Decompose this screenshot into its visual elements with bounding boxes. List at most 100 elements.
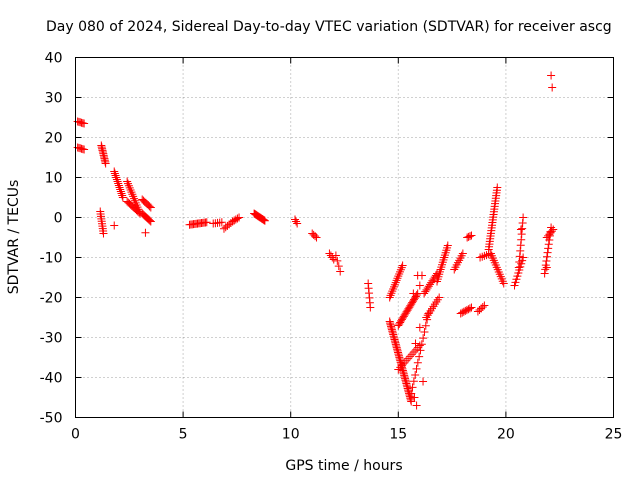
data-point (458, 249, 467, 258)
data-point (145, 216, 154, 225)
data-point (391, 278, 400, 287)
data-point (123, 177, 132, 186)
data-point (115, 183, 124, 192)
data-point (291, 215, 300, 224)
data-point (144, 215, 153, 224)
y-axis-label: SDTVAR / TECUs (6, 180, 22, 295)
data-point (478, 303, 487, 311)
data-point (118, 193, 127, 202)
data-point (482, 251, 491, 260)
data-point (541, 265, 550, 274)
data-point (544, 244, 553, 253)
data-point (124, 179, 133, 188)
data-point (260, 216, 269, 225)
data-point (393, 274, 402, 283)
data-point (396, 265, 405, 274)
data-point (114, 179, 123, 188)
plot-frame (75, 57, 614, 418)
data-point (417, 271, 426, 280)
data-point (259, 215, 268, 224)
y-tick-label: -50 (40, 411, 63, 427)
data-point (126, 186, 135, 195)
data-point (110, 169, 119, 178)
data-point (417, 340, 426, 349)
data-point (411, 371, 420, 380)
data-point (415, 281, 424, 290)
data-point (421, 321, 430, 330)
data-point (80, 145, 89, 154)
y-tick-label: -20 (40, 291, 63, 307)
x-axis-label: GPS time / hours (285, 458, 402, 474)
data-point (128, 190, 137, 199)
x-tick-label: 25 (605, 427, 623, 443)
chart-title: Day 080 of 2024, Sidereal Day-to-day VTE… (46, 19, 612, 35)
data-point (110, 221, 119, 230)
data-point (331, 251, 340, 260)
data-point (409, 289, 418, 298)
data-point (386, 291, 395, 300)
data-point (542, 252, 551, 261)
x-tick-label: 20 (497, 427, 515, 443)
data-point (116, 185, 125, 194)
data-point (395, 270, 404, 279)
data-point (336, 267, 345, 276)
data-point (407, 397, 416, 406)
data-point (202, 218, 211, 227)
data-point (396, 267, 405, 276)
data-point (124, 181, 133, 190)
data-point (493, 183, 502, 192)
data-point (412, 401, 421, 410)
data-point (499, 279, 508, 288)
data-point (130, 196, 139, 205)
data-point (466, 232, 475, 241)
data-point (235, 213, 244, 222)
data-point (543, 248, 552, 257)
x-tick-label: 0 (71, 427, 80, 443)
data-point (443, 241, 452, 250)
data-point (420, 327, 429, 336)
data-point (329, 255, 338, 264)
data-point (112, 173, 121, 182)
data-point (390, 280, 399, 289)
data-point (312, 233, 321, 242)
x-tick-label: 10 (282, 427, 300, 443)
data-point (145, 202, 154, 211)
data-point (542, 263, 551, 272)
data-point (112, 175, 121, 184)
data-point (129, 192, 138, 201)
data-point (388, 287, 397, 296)
data-point (118, 191, 127, 200)
y-tick-label: 40 (45, 51, 63, 67)
data-point (389, 284, 398, 293)
data-point (412, 291, 421, 300)
data-point (398, 261, 407, 270)
data-point (413, 358, 422, 367)
data-point (411, 339, 420, 348)
data-point (412, 364, 421, 373)
data-point (146, 203, 155, 212)
data-point (415, 323, 424, 332)
data-point (415, 341, 424, 350)
y-tick-label: 30 (45, 91, 63, 107)
data-point (392, 276, 401, 285)
data-point (519, 213, 528, 222)
data-point (111, 171, 120, 180)
data-point (125, 183, 134, 192)
data-point (476, 253, 485, 262)
data-point (130, 194, 139, 203)
data-point (117, 189, 126, 198)
data-point (217, 218, 226, 227)
x-tick-label: 5 (179, 427, 188, 443)
data-point (480, 301, 489, 310)
data-point (394, 272, 403, 281)
data-points (73, 71, 558, 410)
data-point (467, 231, 476, 240)
data-point (407, 389, 416, 398)
data-point (540, 269, 549, 278)
data-point (101, 159, 110, 168)
data-point (328, 253, 337, 262)
y-tick-label: -40 (40, 371, 63, 387)
data-point (228, 217, 237, 226)
data-point (311, 232, 320, 241)
